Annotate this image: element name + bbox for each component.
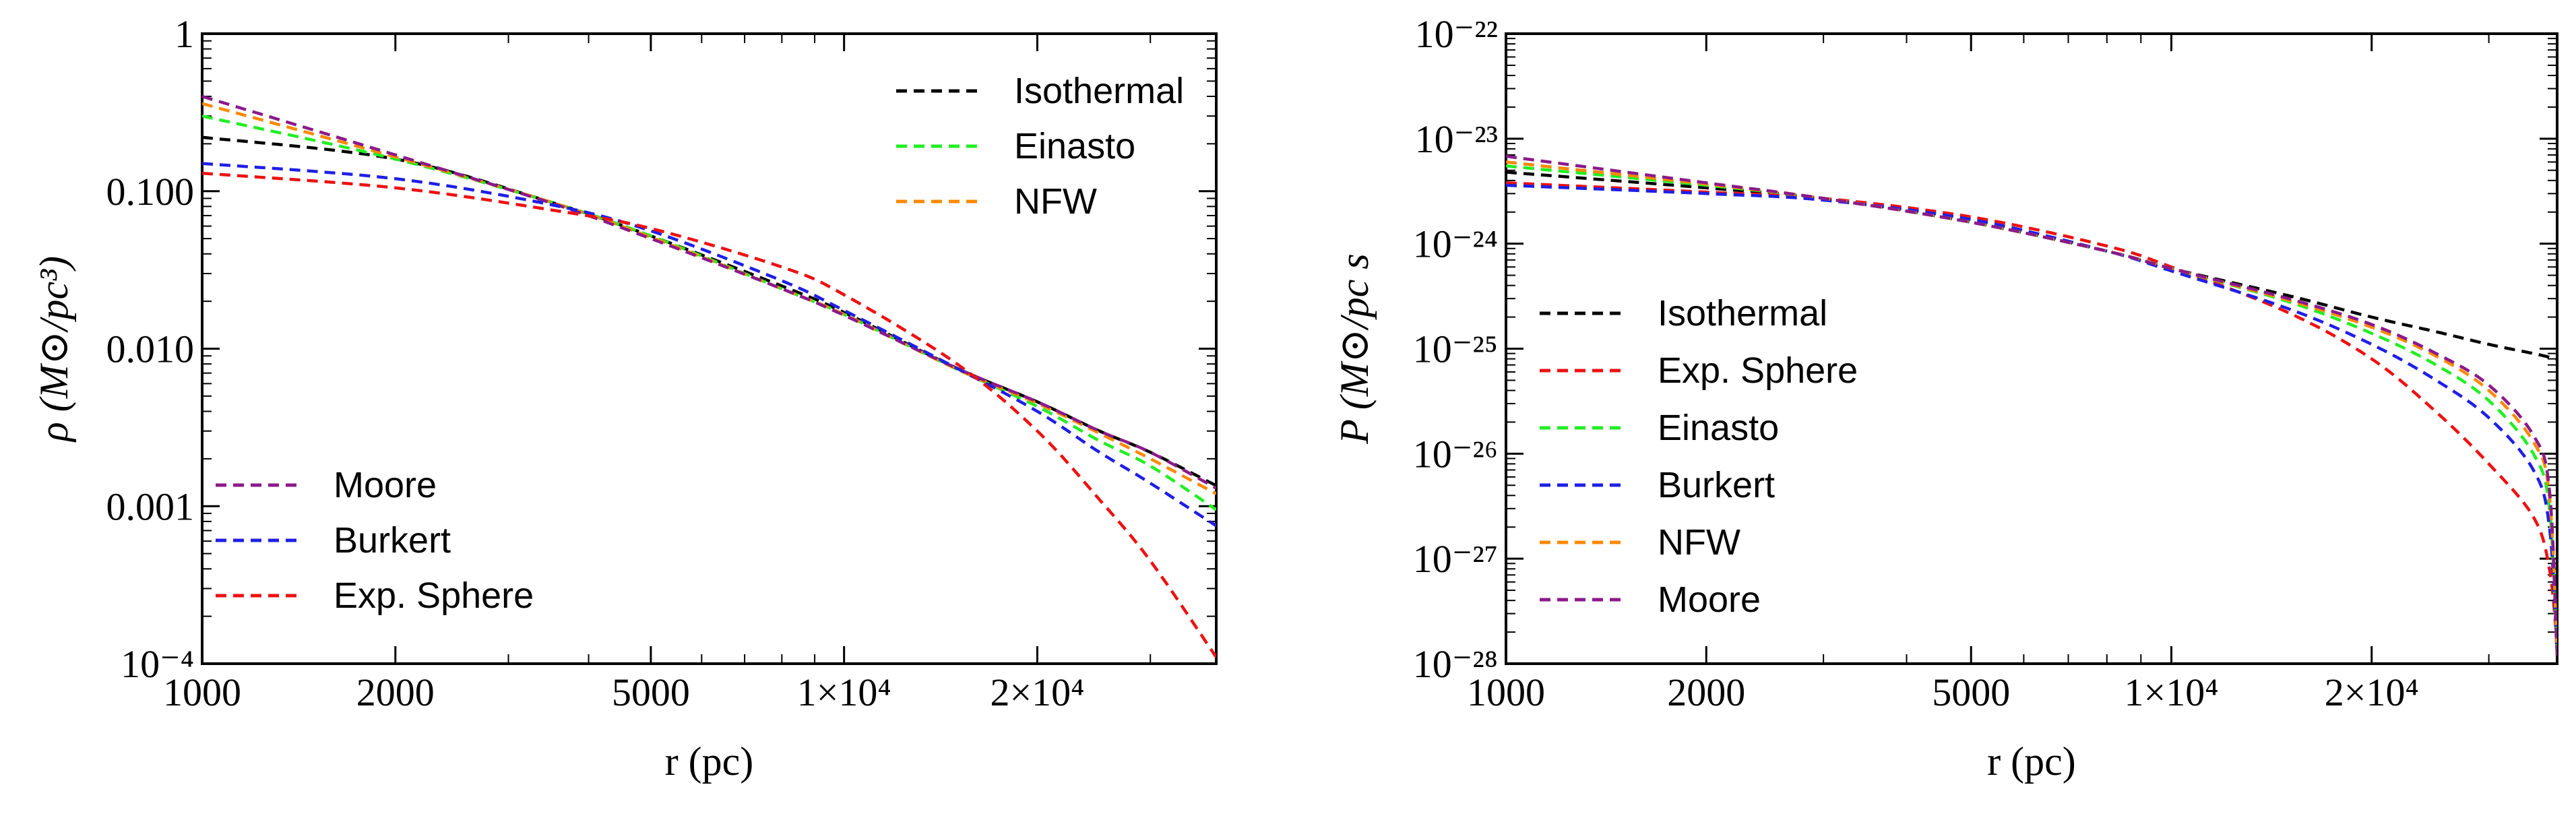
series-line-burkert [202,162,1216,528]
y-tick-label: 0.001 [106,484,195,528]
plot-frame [1505,32,2558,665]
series-line-moore [202,94,1216,490]
legend-label: NFW [1014,181,1097,222]
legend-label: Exp. Sphere [334,575,534,616]
series-line-exp-sphere [202,171,1216,658]
series-line-burkert [1506,183,2557,656]
y-tick-label: 10⁻⁴ [121,642,194,686]
x-tick-label: 1000 [1467,670,1545,714]
y-tick-label: 10⁻²⁶ [1413,432,1498,476]
y-axis-label: P (M⊙/pc s [1332,253,1377,444]
x-axis-label: r (pc) [1987,739,2076,784]
series-group [202,94,1216,658]
y-tick-label: 1 [175,12,194,56]
y-tick-label: 10⁻²² [1415,12,1498,56]
legend-label: Moore [1658,579,1761,620]
chart-pressure: 1000 2000 5000 1×10⁴ 2×10⁴ 10⁻²² 10⁻²³ 10⁻²⁴ 10⁻… [1332,12,2558,784]
x-tick-label: 5000 [612,670,690,714]
y-tick-label: 10⁻²³ [1415,117,1498,161]
legend-label: Isothermal [1658,293,1827,334]
legend-label: Isothermal [1014,71,1184,111]
chart-rho: 1000 2000 5000 1×10⁴ 2×10⁴ 1 0.100 0.010 0.001 10… [32,12,1218,784]
x-tick-label: 1000 [163,670,241,714]
legend-label: Exp. Sphere [1658,350,1858,391]
legend-label: Einasto [1658,408,1779,448]
y-tick-label: 0.100 [106,170,195,214]
y-tick-label: 10⁻²⁴ [1413,222,1498,266]
legend-label: Moore [334,465,437,505]
legend-label: Einasto [1014,126,1135,166]
y-tick-label: 10⁻²⁵ [1413,327,1498,371]
x-tick-label: 2×10⁴ [2325,670,2419,714]
x-tick-label: 1×10⁴ [797,670,891,714]
x-tick-label: 5000 [1932,670,2010,714]
y-axis-label: ρ (M⊙/pc³) [32,256,76,443]
x-tick-label: 1×10⁴ [2125,670,2219,714]
y-tick-label: 10⁻²⁷ [1413,537,1498,581]
x-axis-label: r (pc) [665,739,754,784]
legend-label: Burkert [334,520,451,561]
y-tick-label: 10⁻²⁸ [1413,642,1498,686]
legend-label: NFW [1658,522,1740,563]
series-line-einasto [202,115,1216,511]
series-group [1506,154,2557,656]
series-line-moore [1506,154,2557,656]
legend-label: Burkert [1658,465,1775,505]
y-tick-label: 0.010 [106,327,195,371]
x-tick-label: 2000 [356,670,435,714]
x-tick-label: 2×10⁴ [990,670,1084,714]
x-tick-label: 2000 [1667,670,1745,714]
